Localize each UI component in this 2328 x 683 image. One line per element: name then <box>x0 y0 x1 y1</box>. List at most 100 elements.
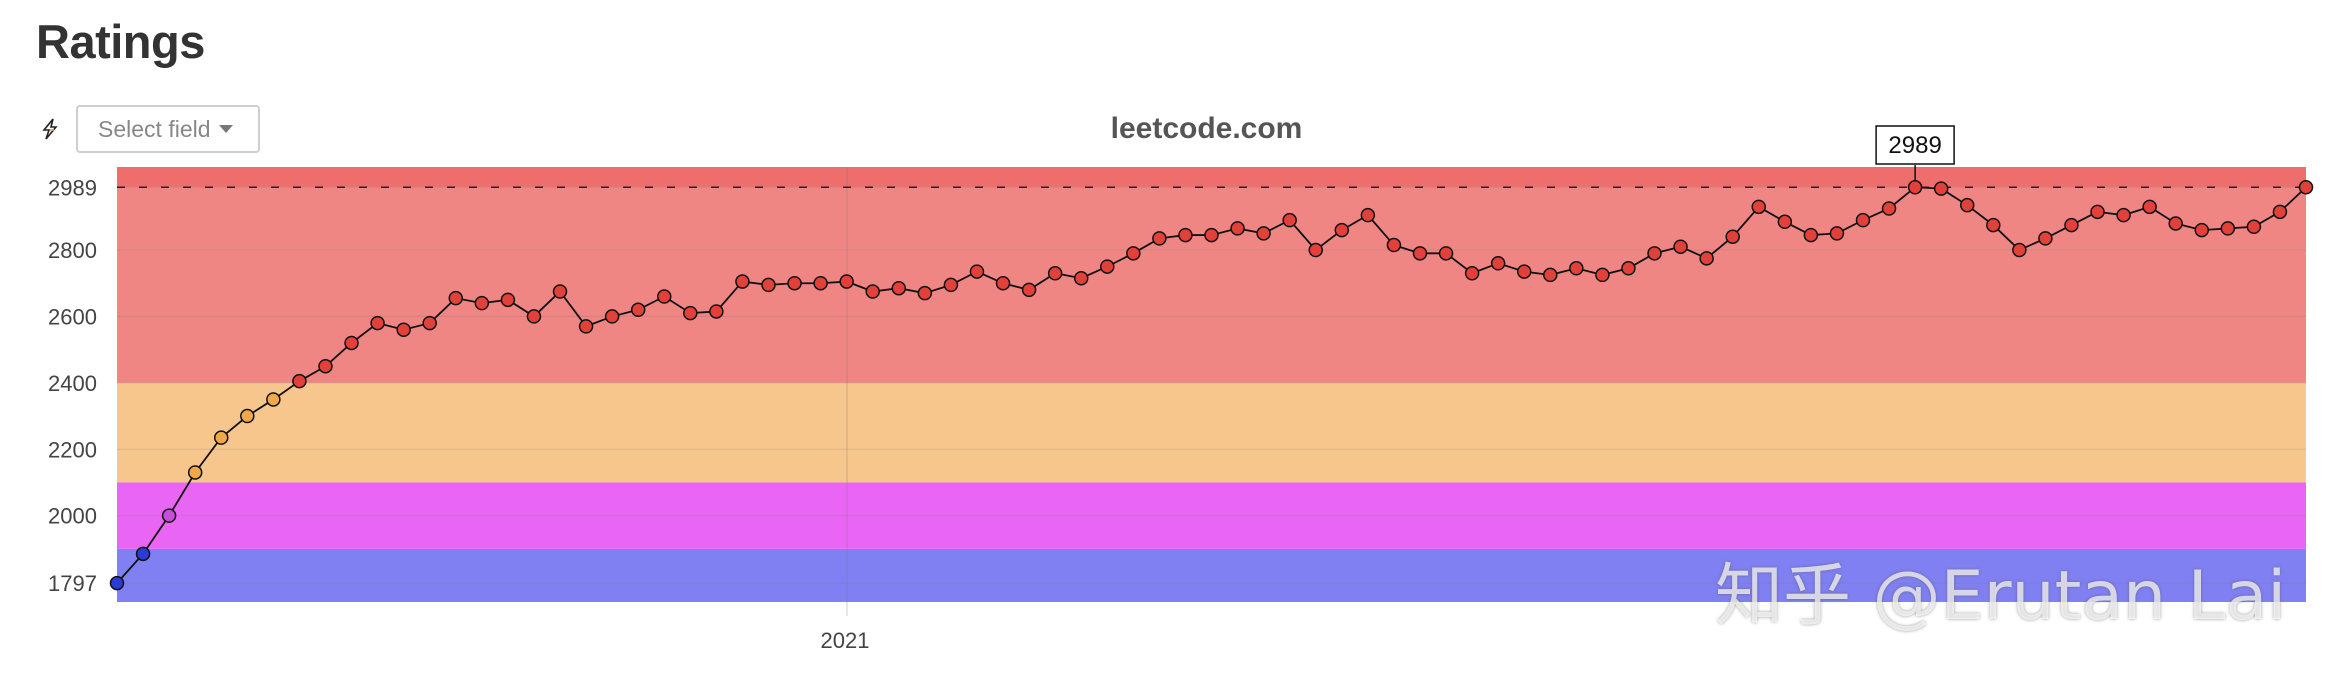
data-point <box>1647 246 1662 261</box>
data-point <box>1100 259 1115 274</box>
y-tick-label: 2800 <box>48 238 97 263</box>
data-point <box>1725 229 1740 244</box>
data-point <box>1204 227 1219 243</box>
data-point <box>1073 270 1089 286</box>
data-point <box>1334 222 1350 238</box>
data-point <box>630 302 646 318</box>
data-point <box>396 322 411 337</box>
data-point <box>683 305 698 321</box>
max-label-box <box>1875 125 1955 165</box>
data-point <box>1933 181 1949 196</box>
data-point <box>1881 201 1897 216</box>
data-point <box>735 274 750 289</box>
data-point <box>1595 267 1610 283</box>
data-point <box>1907 180 1923 195</box>
data-point <box>891 280 907 296</box>
data-point <box>1021 282 1037 298</box>
data-point <box>969 264 985 279</box>
data-point <box>787 275 802 291</box>
data-point <box>1543 267 1558 283</box>
data-point <box>2220 221 2236 236</box>
data-point <box>1959 197 1975 213</box>
data-point <box>1751 199 1766 215</box>
data-point <box>1699 251 1714 266</box>
data-point <box>709 304 724 319</box>
select-field-dropdown[interactable]: Select field <box>76 105 260 153</box>
data-point <box>187 465 203 480</box>
select-field-label: Select field <box>98 115 211 142</box>
data-point <box>943 277 959 293</box>
rating-band-4 <box>117 167 2306 187</box>
data-point <box>2298 180 2314 195</box>
data-point <box>161 508 177 523</box>
data-point <box>2012 242 2027 258</box>
data-point <box>1438 246 1454 261</box>
y-tick-label: 2000 <box>48 504 97 529</box>
rating-band-2 <box>117 382 2306 483</box>
data-point <box>917 285 933 301</box>
data-point <box>2194 222 2210 238</box>
data-point <box>839 274 854 289</box>
data-point <box>1126 246 1141 261</box>
data-point <box>2142 199 2157 215</box>
rating-band-3 <box>117 186 2306 383</box>
data-point <box>292 373 307 389</box>
data-point <box>1777 214 1793 230</box>
data-point <box>526 309 542 324</box>
data-point <box>2116 207 2131 223</box>
data-point <box>578 319 594 334</box>
data-point <box>318 358 333 374</box>
rating-band-0 <box>117 548 2306 602</box>
data-point <box>370 315 385 331</box>
data-point <box>344 335 359 351</box>
data-point <box>552 284 568 299</box>
data-point <box>1490 256 1506 271</box>
data-point <box>240 408 255 424</box>
data-point <box>813 275 828 291</box>
data-point <box>1360 207 1376 223</box>
page-title: Ratings <box>36 15 205 68</box>
y-tick-label: 2200 <box>48 437 97 462</box>
data-point <box>1673 239 1688 254</box>
data-point <box>604 309 620 324</box>
data-point <box>1230 221 1245 236</box>
data-point <box>1986 217 2001 233</box>
data-point <box>474 295 490 311</box>
data-point <box>2090 204 2105 220</box>
x-tick-label: 2021 <box>821 628 870 653</box>
data-point <box>657 289 672 304</box>
data-point <box>1803 227 1819 243</box>
data-point <box>2272 204 2288 220</box>
data-point <box>1386 237 1402 253</box>
data-point <box>1412 246 1428 261</box>
data-point <box>2064 217 2079 233</box>
data-point <box>2168 216 2183 231</box>
data-point <box>1516 264 1532 279</box>
y-tick-label: 2989 <box>48 175 97 200</box>
y-tick-label: 2400 <box>48 371 97 396</box>
data-point <box>761 277 776 293</box>
rating-band-1 <box>117 482 2306 549</box>
data-point <box>109 575 125 591</box>
data-point <box>1464 266 1480 281</box>
data-point <box>1829 226 1845 241</box>
chevron-down-icon <box>218 125 233 133</box>
data-point <box>500 292 516 308</box>
data-point <box>266 392 281 407</box>
data-point <box>1282 212 1297 228</box>
data-point <box>1855 212 1871 228</box>
data-point <box>1569 261 1584 276</box>
chart-title: leetcode.com <box>1111 112 1303 145</box>
data-point <box>995 275 1011 291</box>
watermark: 知乎 @Erutan Lai <box>1715 557 2287 636</box>
data-point <box>865 284 880 299</box>
data-point <box>1308 242 1323 258</box>
data-point <box>448 290 464 306</box>
data-point <box>422 315 437 331</box>
data-point <box>1047 266 1063 281</box>
lightning-chart-icon[interactable] <box>38 117 62 141</box>
y-tick-label: 2600 <box>48 304 97 329</box>
data-point <box>1256 226 1271 241</box>
data-point <box>1621 261 1636 276</box>
